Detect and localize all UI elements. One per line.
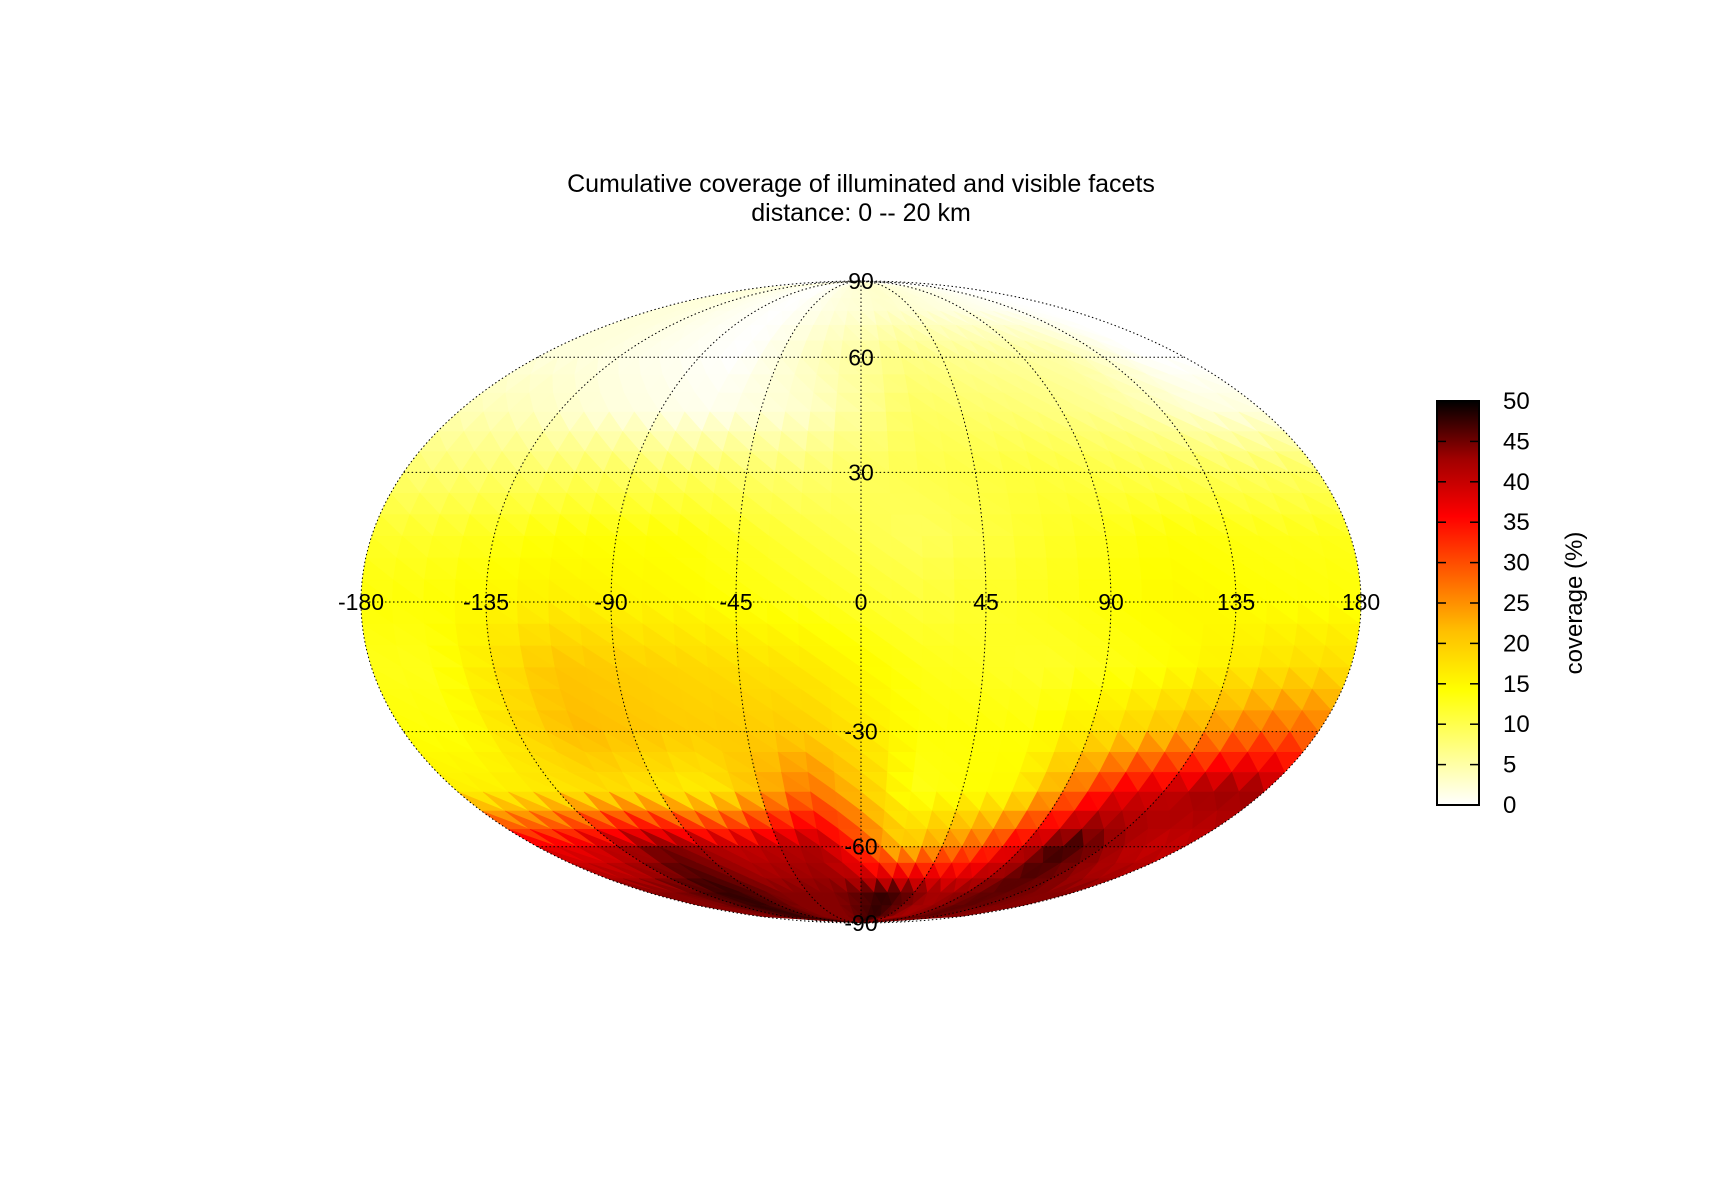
colorbar-tick-label: 35: [1503, 509, 1530, 536]
longitude-tick-label: 0: [855, 589, 868, 615]
chart-title: Cumulative coverage of illuminated and v…: [567, 170, 1155, 198]
longitude-tick-label: 90: [1098, 589, 1124, 615]
longitude-tick-label: -180: [338, 589, 384, 615]
colorbar-tick-label: 10: [1503, 711, 1530, 738]
latitude-tick-label: 90: [848, 268, 874, 294]
longitude-tick-label: 45: [973, 589, 999, 615]
latitude-tick-label: -60: [844, 834, 877, 860]
colorbar-tick-label: 15: [1503, 671, 1530, 698]
coverage-cell: [457, 392, 484, 413]
latitude-tick-label: -30: [844, 719, 877, 745]
longitude-tick-label: -90: [594, 589, 627, 615]
longitude-tick-label: -45: [719, 589, 752, 615]
coverage-cell: [1213, 810, 1242, 830]
colorbar-tick-label: 0: [1503, 792, 1516, 819]
axis-tick-labels: -180 -135 -90 -45 0 45 90 135 180 90 60 30 -30 -60 -90: [338, 268, 1380, 936]
latitude-tick-label: 60: [848, 344, 874, 370]
longitude-tick-label: 180: [1342, 589, 1380, 615]
coverage-cell: [480, 374, 509, 394]
colorbar-tick-label: 25: [1503, 590, 1530, 617]
longitude-tick-label: -135: [463, 589, 509, 615]
latitude-tick-label: 30: [848, 459, 874, 485]
colorbar-label: coverage (%): [1561, 532, 1588, 675]
colorbar-tick-label: 20: [1503, 630, 1530, 657]
colorbar-tick-label: 5: [1503, 752, 1516, 779]
latitude-tick-label: -90: [844, 910, 877, 936]
colorbar-tick-label: 45: [1503, 428, 1530, 455]
colorbar: 0 5 10 15 20 25 30 35 40 45 50 coverage (%): [1436, 388, 1588, 819]
colorbar-tick-label: 50: [1503, 388, 1530, 415]
colorbar-tick-label: 40: [1503, 469, 1530, 496]
colorbar-tick-label: 30: [1503, 550, 1530, 577]
chart-subtitle: distance: 0 -- 20 km: [751, 199, 971, 227]
longitude-tick-label: 135: [1217, 589, 1255, 615]
